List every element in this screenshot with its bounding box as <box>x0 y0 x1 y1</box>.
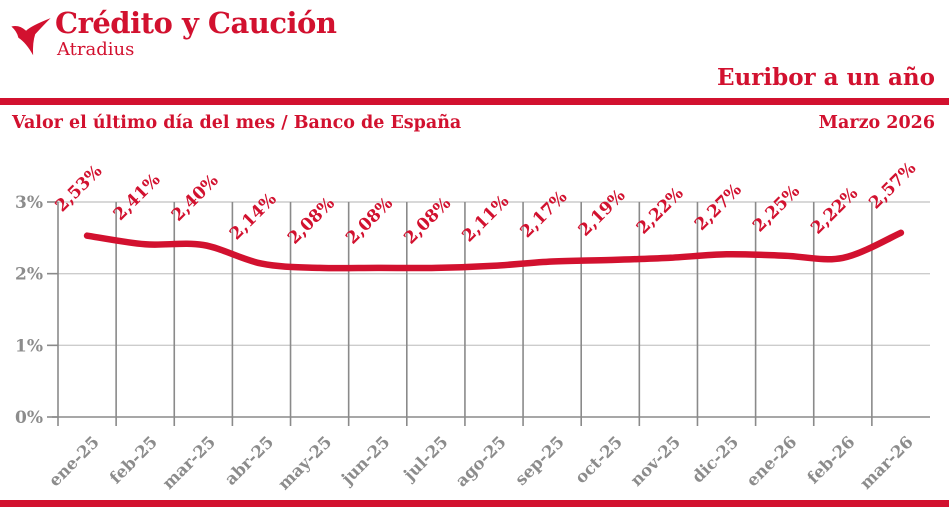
point-label: 2,25% <box>749 181 804 236</box>
point-label: 2,17% <box>517 187 572 242</box>
x-tick-label: jun-25 <box>336 432 393 489</box>
x-tick-label: dic-25 <box>688 432 742 486</box>
x-tick-label: may-25 <box>274 432 335 493</box>
x-tick-label: abr-25 <box>221 432 277 488</box>
atradius-bird-icon <box>11 18 51 56</box>
logo-text-column: Crédito y Caución Atradius <box>55 6 337 60</box>
x-tick-label: mar-26 <box>856 432 917 493</box>
x-tick-label: oct-25 <box>571 432 626 487</box>
point-label: 2,11% <box>458 191 513 246</box>
point-label: 2,53% <box>51 161 106 216</box>
point-label: 2,27% <box>691 180 746 235</box>
period-label: Marzo 2026 <box>818 113 935 133</box>
x-tick-label: nov-25 <box>627 432 685 490</box>
euribor-series-line <box>83 229 905 272</box>
x-tick-label: feb-26 <box>804 432 859 487</box>
point-label: 2,41% <box>110 170 165 225</box>
logo-title: Crédito y Caución <box>55 6 337 40</box>
y-tick-label: 2% <box>15 265 43 285</box>
x-tick-label: ene-25 <box>45 432 103 490</box>
y-tick-label: 3% <box>15 193 43 213</box>
page-title: Euribor a un año <box>717 64 935 91</box>
x-tick-label: jul-25 <box>399 432 452 485</box>
vertical-gridlines <box>57 201 873 426</box>
point-label: 2,40% <box>168 171 223 226</box>
bottom-red-rule <box>0 500 949 507</box>
x-tick-label: ene-26 <box>743 432 801 490</box>
point-labels: 2,53% 2,41% 2,40% 2,14% 2,08% 2,08% 2,08% 2,11%… <box>51 158 920 248</box>
point-label: 2,19% <box>575 186 630 241</box>
point-label: 2,57% <box>865 158 920 213</box>
x-tick-label: mar-25 <box>159 432 220 493</box>
top-red-rule <box>0 98 949 105</box>
y-tick-label: 0% <box>15 408 43 428</box>
x-tick-label: sep-25 <box>511 432 568 489</box>
y-axis: 0% 1% 2% 3% <box>15 193 58 428</box>
logo-subtitle: Atradius <box>57 39 135 60</box>
point-label: 2,22% <box>807 184 862 239</box>
x-tick-label: ago-25 <box>452 432 510 490</box>
point-label: 2,14% <box>226 189 281 244</box>
point-label: 2,22% <box>633 184 688 239</box>
chart-subtitle: Valor el último día del mes / Banco de E… <box>12 113 462 133</box>
horizontal-gridlines <box>58 201 930 347</box>
y-tick-label: 1% <box>15 336 43 356</box>
credito-y-caucion-logo: Crédito y Caución Atradius <box>10 6 337 62</box>
x-tick-label: feb-25 <box>106 432 161 487</box>
